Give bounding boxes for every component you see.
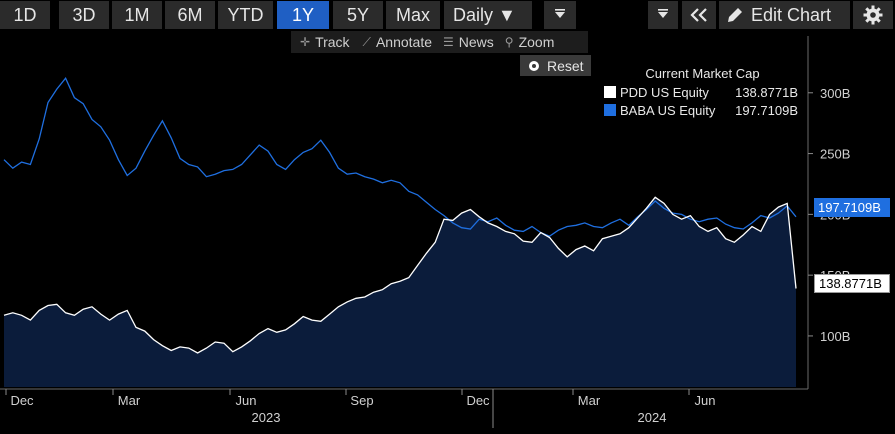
filter-dropdown-button[interactable] [544,1,576,29]
pencil-icon [728,8,742,22]
legend-name-baba: BABA US Equity [620,102,716,118]
annotate-label: Annotate [375,34,433,50]
range-button-ytd[interactable]: YTD [218,1,273,29]
reset-icon [529,60,539,71]
magnifier-icon: ⚲ [504,35,514,49]
x-tick-label: Mar [118,393,141,408]
legend-swatch-pdd [604,86,616,98]
y-tick-label: 250B [820,147,850,162]
range-button-1d[interactable]: 1D [0,1,50,29]
annotate-icon: ⟋ [362,34,371,49]
pdd-last-value-tag: 138.8771B [814,274,890,293]
edit-chart-label: Edit Chart [751,4,832,25]
news-button[interactable]: ☰ News [443,34,494,50]
edit-chart-button[interactable]: Edit Chart [719,1,850,29]
range-button-max[interactable]: Max [386,1,440,29]
legend-name-pdd: PDD US Equity [620,84,709,100]
collapse-button[interactable] [682,1,716,29]
track-button[interactable]: ✛ Track [300,34,350,50]
baba-series-line [3,76,797,237]
options-dropdown-button[interactable] [648,1,678,29]
interval-dropdown[interactable]: Daily ▼ [444,1,532,29]
baba-last-value-tag: 197.7109B [814,198,890,217]
pdd-series-line [3,196,797,354]
filter-icon-right [658,9,668,18]
chart-legend: Current Market Cap PDD US Equity 138.877… [601,64,804,120]
zoom-button[interactable]: ⚲ Zoom [505,34,555,50]
range-button-6m[interactable]: 6M [165,1,215,29]
annotate-button[interactable]: ⟋ Annotate [363,34,432,50]
range-button-1m[interactable]: 1M [112,1,162,29]
x-tick-label: Jun [236,393,257,408]
gear-icon [863,5,883,25]
x-tick-label: Dec [466,393,490,408]
range-button-5y[interactable]: 5Y [333,1,383,29]
filter-icon [555,9,565,18]
legend-swatch-baba [604,104,616,116]
reset-label: Reset [547,57,584,74]
crosshair-icon: ✛ [300,35,311,49]
x-year-label: 2024 [638,410,667,425]
x-year-label: 2023 [252,410,281,425]
legend-item-pdd[interactable]: PDD US Equity 138.8771B [601,83,804,101]
y-tick-label: 100B [820,329,850,344]
pdd-area [4,197,796,387]
x-tick-label: Mar [578,393,601,408]
chart-subtoolbar: ✛ Track ⟋ Annotate ☰ News ⚲ Zoom [291,31,588,53]
range-button-1y[interactable]: 1Y [277,1,329,29]
reset-button[interactable]: Reset [520,55,591,76]
legend-title: Current Market Cap [645,66,760,81]
double-chevron-left-icon [690,8,707,22]
settings-button[interactable] [853,1,893,29]
x-tick-label: Jun [695,393,716,408]
track-label: Track [315,34,350,50]
chart-toolbar: 1D 3D 1M 6M YTD 1Y 5Y Max Daily ▼ Edit C… [0,0,895,30]
legend-value-baba: 197.7109B [735,102,798,118]
y-tick-label: 300B [820,86,850,101]
x-tick-label: Dec [10,393,34,408]
news-label: News [458,34,494,50]
range-button-3d[interactable]: 3D [59,1,109,29]
legend-item-baba[interactable]: BABA US Equity 197.7109B [601,101,804,119]
x-tick-label: Sep [350,393,373,408]
legend-value-pdd: 138.8771B [735,84,798,100]
zoom-label: Zoom [518,34,555,50]
news-icon: ☰ [443,35,454,49]
